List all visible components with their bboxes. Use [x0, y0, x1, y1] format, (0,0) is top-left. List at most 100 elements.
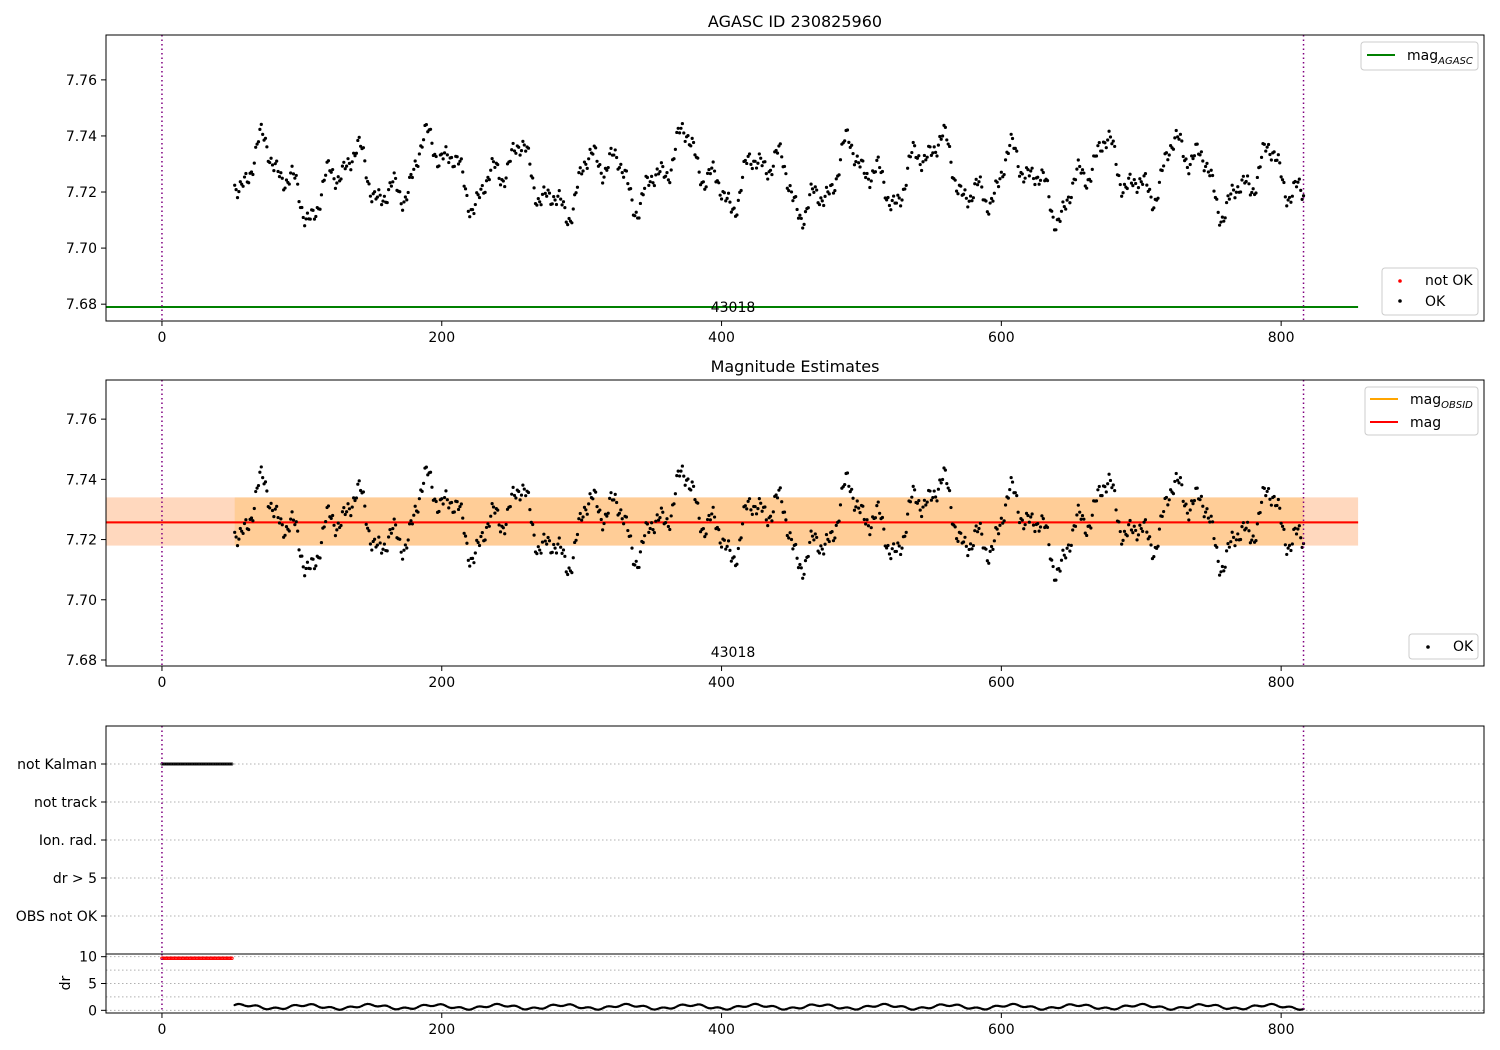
- data-point: [823, 542, 827, 546]
- data-point: [705, 171, 710, 175]
- data-point: [1135, 190, 1139, 194]
- data-point: [553, 198, 557, 202]
- data-point: [939, 481, 943, 485]
- data-point: [613, 492, 617, 496]
- data-point: [1009, 475, 1013, 480]
- data-point: [517, 489, 521, 494]
- data-point: [745, 161, 749, 166]
- data-point: [1286, 546, 1290, 550]
- data-point: [1283, 195, 1287, 199]
- data-point: [287, 182, 291, 186]
- data-point: [389, 184, 393, 188]
- data-point: [704, 532, 708, 536]
- data-point: [1190, 154, 1194, 158]
- panel-dr: 0 5 10 0 200 400 600 800 dr: [58, 950, 1485, 1038]
- data-point: [677, 474, 682, 478]
- flag-point: [206, 762, 210, 766]
- data-point: [725, 196, 729, 200]
- flag-point: [216, 762, 220, 766]
- data-point: [333, 186, 338, 190]
- data-point: [486, 522, 490, 526]
- data-point: [1113, 144, 1117, 149]
- data-point: [1110, 142, 1114, 146]
- data-point: [601, 181, 605, 185]
- data-point: [693, 153, 697, 157]
- data-point: [656, 518, 661, 522]
- data-point: [1111, 139, 1115, 143]
- data-point: [293, 176, 297, 180]
- data-point: [750, 512, 754, 516]
- data-point: [1118, 182, 1122, 187]
- data-point: [638, 201, 643, 206]
- flag-point: [173, 762, 177, 766]
- data-point: [996, 532, 1001, 536]
- data-point: [444, 145, 448, 149]
- data-point: [626, 528, 630, 533]
- data-point: [1006, 151, 1010, 156]
- data-point: [567, 216, 571, 221]
- data-point: [920, 514, 924, 519]
- data-point: [676, 126, 680, 130]
- data-point: [442, 495, 447, 500]
- data-point: [760, 509, 764, 513]
- data-point: [550, 202, 554, 206]
- data-point: [1100, 149, 1104, 153]
- data-point: [795, 207, 799, 212]
- flag-point: [195, 762, 199, 766]
- svg-text:magOBSID: magOBSID: [1410, 392, 1473, 411]
- data-point: [606, 165, 610, 170]
- data-point: [602, 521, 606, 526]
- data-point: [885, 198, 889, 202]
- data-point: [813, 532, 817, 536]
- data-point: [732, 206, 736, 210]
- flag-point: [217, 762, 221, 766]
- data-point: [388, 181, 392, 185]
- data-point: [543, 191, 547, 196]
- data-point: [575, 532, 580, 537]
- data-point: [973, 182, 977, 186]
- data-point: [1212, 536, 1216, 541]
- data-point: [1233, 544, 1237, 548]
- data-point: [1289, 200, 1293, 204]
- data-point: [428, 470, 433, 474]
- data-point: [899, 552, 903, 557]
- data-point: [1241, 521, 1245, 525]
- data-point: [980, 532, 984, 536]
- data-point: [995, 180, 999, 184]
- data-point: [686, 477, 690, 481]
- data-point: [545, 194, 549, 198]
- data-point: [892, 194, 896, 198]
- data-point: [729, 210, 733, 214]
- data-point: [563, 206, 567, 210]
- data-point: [845, 128, 850, 132]
- data-point: [261, 476, 265, 480]
- data-point: [789, 190, 794, 194]
- data-point: [998, 177, 1002, 181]
- data-point: [1283, 543, 1287, 547]
- data-point: [413, 504, 417, 508]
- data-point: [1127, 176, 1131, 180]
- data-point: [1073, 524, 1078, 528]
- data-point: [430, 141, 434, 145]
- data-point: [296, 182, 300, 186]
- data-point: [290, 510, 294, 514]
- data-point: [1264, 493, 1268, 498]
- data-point: [887, 552, 892, 556]
- flag-point: [185, 762, 189, 766]
- data-point: [493, 165, 497, 170]
- data-point: [999, 516, 1003, 520]
- data-point: [1117, 173, 1121, 178]
- data-point: [599, 171, 603, 175]
- data-point: [412, 513, 416, 517]
- data-point: [1276, 497, 1280, 502]
- data-point: [1122, 182, 1127, 186]
- data-point: [651, 528, 655, 532]
- data-point: [458, 504, 462, 509]
- data-point: [1122, 529, 1127, 533]
- data-point: [703, 534, 707, 539]
- data-point: [343, 512, 347, 517]
- data-point: [540, 192, 545, 197]
- data-point: [608, 152, 612, 156]
- data-point: [949, 505, 953, 510]
- data-point: [848, 489, 852, 494]
